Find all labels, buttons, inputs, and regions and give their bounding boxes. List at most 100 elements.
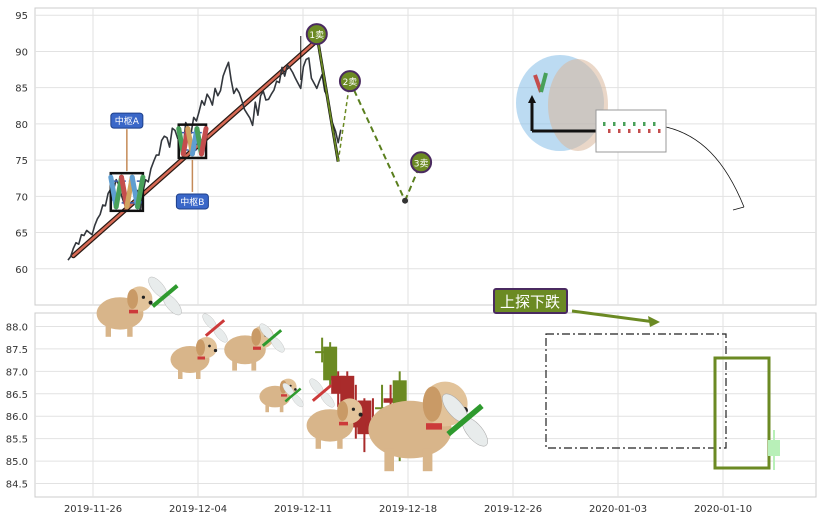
lower-y-tick-label: 85.5: [6, 435, 28, 446]
thumbnail-mark: [633, 122, 636, 126]
puppy-eye: [351, 407, 356, 411]
peak-stroke: [539, 72, 548, 93]
dragonfly-body: [261, 329, 283, 347]
lower-y-tick-label: 85.0: [6, 457, 28, 468]
candle-body: [348, 420, 363, 428]
dragonfly-body: [151, 284, 179, 308]
dragonfly-body: [446, 403, 484, 437]
forecast-low-dot: [402, 197, 409, 204]
upper-y-tick-label: 85: [15, 84, 28, 95]
x-tick-label: 2019-12-04: [169, 504, 227, 515]
dragonfly-sticker: [259, 323, 285, 353]
puppy-nose: [148, 300, 153, 305]
upper-y-tick-label: 75: [15, 156, 28, 167]
sticker-group: [96, 276, 488, 472]
dragonfly-body: [204, 319, 226, 337]
puppy-leg: [384, 448, 394, 472]
sell-point-label: 2卖: [343, 77, 358, 88]
puppy-nose: [358, 412, 363, 417]
x-axis: 2019-11-26 2019-12-04 2019-12-11 2019-12-18…: [64, 504, 752, 515]
upper-marks: 中枢A 中枢B 1卖 2卖 3卖: [67, 23, 745, 261]
x-tick-label: 2019-12-26: [484, 504, 542, 515]
puppy-sticker: [96, 286, 153, 337]
upper-y-tick-label: 70: [15, 192, 28, 203]
puppy-leg: [251, 359, 257, 371]
puppy-ear: [251, 328, 261, 346]
puppy-nose: [294, 388, 297, 391]
forecast-curve-tip: [732, 206, 745, 211]
puppy-leg: [315, 436, 321, 449]
x-tick-label: 2020-01-03: [589, 504, 647, 515]
dragonfly-sticker: [442, 393, 488, 447]
puppy-sticker: [170, 337, 218, 379]
puppy-collar: [339, 421, 348, 426]
puppy-ear: [337, 401, 348, 421]
upper-y-tick-label: 80: [15, 120, 28, 131]
thumbnail-mark: [643, 122, 646, 126]
puppy-leg: [196, 368, 201, 379]
dragonfly-sticker: [309, 378, 335, 408]
lower-y-tick-label: 84.5: [6, 480, 28, 491]
dragonfly-body: [284, 387, 302, 403]
sell-point-badge: [410, 151, 433, 174]
puppy-ear: [127, 289, 138, 309]
puppy-sticker: [306, 398, 363, 449]
upper-grid: [35, 8, 816, 305]
x-tick-label: 2019-11-26: [64, 504, 122, 515]
puppy-collar: [281, 394, 287, 397]
dragonfly-sticker: [202, 313, 228, 343]
annotation-text: 上探下跌: [500, 293, 560, 311]
puppy-leg: [279, 403, 284, 413]
puppy-collar: [253, 346, 261, 350]
x-tick-label: 2019-12-11: [274, 504, 332, 515]
candle-body: [383, 398, 398, 403]
thumbnail-mark: [608, 129, 611, 133]
thumbnail-mark: [613, 122, 616, 126]
zhongshu-badge: [110, 112, 144, 129]
puppy-ear: [196, 339, 205, 356]
puppy-collar: [426, 423, 442, 430]
highlight-ellipse-tan: [548, 59, 608, 151]
puppy-collar: [197, 356, 205, 360]
thumbnail-box: [595, 109, 667, 153]
sell-point-badge: [305, 23, 328, 46]
thumbnail-mark: [603, 122, 606, 126]
puppy-nose: [213, 348, 218, 353]
puppy-leg: [337, 436, 343, 449]
puppy-leg: [178, 368, 183, 379]
forecast-drop: [315, 33, 340, 162]
puppy-leg: [265, 403, 269, 413]
upper-y-axis: 60 65 70 75 80 85 90 95: [15, 11, 28, 276]
sell-point-label: 3卖: [414, 158, 429, 169]
forecast-curve: [665, 126, 745, 208]
puppy-ear: [422, 386, 442, 422]
zhongshu-badge: [175, 193, 209, 210]
x-tick-label: 2020-01-10: [694, 504, 752, 515]
lower-y-tick-label: 87.0: [6, 367, 28, 378]
puppy-eye: [141, 295, 146, 299]
thumbnail-mark: [623, 122, 626, 126]
highlight-box: [713, 356, 771, 470]
sell-point-badge: [338, 70, 361, 93]
sell-point-label: 1卖: [309, 30, 324, 41]
candle-body: [315, 351, 330, 354]
annotation-callout: 上探下跌: [493, 288, 660, 327]
lower-y-tick-label: 88.0: [6, 322, 28, 333]
puppy-eye: [208, 344, 211, 348]
upper-y-tick-label: 95: [15, 11, 28, 22]
sell-arrow-head: [528, 95, 536, 103]
candle-body: [323, 346, 338, 381]
puppy-leg: [105, 324, 111, 337]
lower-y-tick-label: 86.0: [6, 412, 28, 423]
zhongshu-stroke: [135, 174, 146, 210]
lower-y-tick-label: 86.5: [6, 390, 28, 401]
dragonfly-sticker: [148, 276, 182, 316]
upper-y-tick-label: 65: [15, 229, 28, 240]
thumbnail-mark: [653, 122, 656, 126]
upper-y-tick-label: 90: [15, 47, 28, 58]
dragonfly-sticker: [282, 382, 304, 408]
upper-y-tick-label: 60: [15, 265, 28, 276]
x-tick-label: 2019-12-18: [379, 504, 437, 515]
thumbnail-mark: [658, 129, 661, 133]
